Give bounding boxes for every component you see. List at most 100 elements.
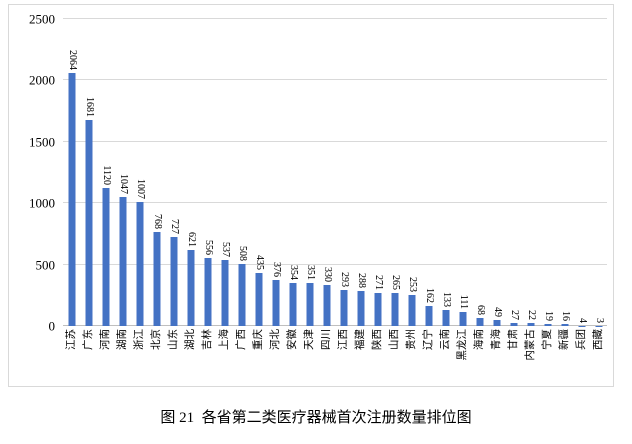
x-label-cell: 云南: [437, 326, 454, 388]
bar: [204, 257, 211, 326]
bar-value-label: 727: [168, 218, 180, 234]
bar: [136, 202, 143, 326]
bar-value-label: 354: [287, 264, 299, 280]
bar: [442, 309, 449, 326]
x-axis-label: 四川: [320, 329, 332, 350]
x-axis-label: 重庆: [252, 329, 264, 350]
bar-value-label: 351: [304, 264, 316, 280]
x-label-cell: 黑龙江: [454, 326, 471, 388]
gridline-2000: [63, 79, 607, 81]
bar-value-label: 22: [525, 310, 537, 321]
bar-column: 435: [250, 19, 267, 326]
x-axis-label: 内蒙古: [524, 329, 536, 361]
x-axis-label: 北京: [150, 329, 162, 350]
bar: [374, 292, 381, 326]
x-label-cell: 新疆: [556, 326, 573, 388]
gridline-500: [63, 263, 607, 265]
x-label-cell: 江西: [335, 326, 352, 388]
bar-column: 111: [454, 19, 471, 326]
bar: [85, 119, 92, 326]
bar: [170, 236, 177, 326]
bar-column: 727: [165, 19, 182, 326]
x-axis-label: 兵团: [575, 329, 587, 350]
y-tick-label: 2500: [29, 11, 55, 27]
x-label-cell: 西藏: [590, 326, 607, 388]
x-axis-label: 广西: [235, 329, 247, 350]
x-label-cell: 陕西: [369, 326, 386, 388]
x-label-cell: 天津: [301, 326, 318, 388]
bar-value-label: 1047: [117, 174, 129, 195]
bar: [306, 282, 313, 326]
bar: [391, 293, 398, 326]
x-axis-label: 天津: [303, 329, 315, 350]
x-axis-labels: 江苏 广东 河南 湖南 浙江 北京 山东 湖北 吉林 上海 广西 重庆 河北 安徽 天津 四川 江西 福建 陕西 山西…: [63, 326, 607, 388]
x-label-cell: 兵团: [573, 326, 590, 388]
bar-column: 27: [505, 19, 522, 326]
bar: [408, 294, 415, 326]
bar-column: 1047: [114, 19, 131, 326]
x-axis-label: 宁夏: [541, 329, 553, 350]
bar-value-label: 49: [491, 306, 503, 317]
x-axis-label: 上海: [218, 329, 230, 350]
bar-column: 508: [233, 19, 250, 326]
bar: [68, 72, 75, 326]
bar-value-label: 556: [202, 239, 214, 255]
bar-column: 330: [318, 19, 335, 326]
bar-value-label: 16: [559, 311, 571, 322]
y-tick-label: 1500: [29, 134, 55, 150]
x-label-cell: 安徽: [284, 326, 301, 388]
bar-column: 133: [437, 19, 454, 326]
x-label-cell: 河南: [97, 326, 114, 388]
bar: [476, 317, 483, 326]
x-label-cell: 宁夏: [539, 326, 556, 388]
bar-column: 271: [369, 19, 386, 326]
x-label-cell: 甘肃: [505, 326, 522, 388]
bar: [425, 306, 432, 326]
x-label-cell: 江苏: [63, 326, 80, 388]
x-label-cell: 吉林: [199, 326, 216, 388]
bar-column: 16: [556, 19, 573, 326]
x-label-cell: 山西: [386, 326, 403, 388]
bar-value-label: 253: [406, 276, 418, 292]
x-label-cell: 北京: [148, 326, 165, 388]
x-axis-label: 山西: [388, 329, 400, 350]
x-label-cell: 广西: [233, 326, 250, 388]
bar: [459, 312, 466, 326]
bar-column: 768: [148, 19, 165, 326]
x-axis-label: 河南: [99, 329, 111, 350]
bar-value-label: 4: [576, 317, 588, 323]
bar-column: 537: [216, 19, 233, 326]
x-label-cell: 山东: [165, 326, 182, 388]
x-axis-label: 青海: [490, 329, 502, 350]
bar: [493, 319, 500, 326]
x-label-cell: 湖南: [114, 326, 131, 388]
bar-column: 253: [403, 19, 420, 326]
bar-column: 1007: [131, 19, 148, 326]
gridline-1000: [63, 202, 607, 204]
x-label-cell: 上海: [216, 326, 233, 388]
figure-caption: 图 21 各省第二类医疗器械首次注册数量排位图: [160, 410, 472, 426]
bar: [544, 323, 551, 326]
x-axis-label: 福建: [354, 329, 366, 350]
bar-value-label: 2064: [66, 49, 78, 70]
x-axis-label: 贵州: [405, 329, 417, 350]
bar-value-label: 768: [151, 213, 163, 229]
bar: [510, 322, 517, 326]
x-label-cell: 四川: [318, 326, 335, 388]
bar-value-label: 376: [270, 261, 282, 277]
bar-column: 4: [573, 19, 590, 326]
bar-column: 556: [199, 19, 216, 326]
bar-value-label: 621: [185, 231, 197, 247]
y-tick-label: 1000: [29, 195, 55, 211]
bar-columns: 2064 1681 1120 1047 1007 768 727 621 556 537 508 43…: [63, 19, 607, 326]
x-label-cell: 辽宁: [420, 326, 437, 388]
x-axis-label: 陕西: [371, 329, 383, 350]
gridline-0: [63, 325, 607, 326]
x-label-cell: 湖北: [182, 326, 199, 388]
x-label-cell: 青海: [488, 326, 505, 388]
x-axis-label: 海南: [473, 329, 485, 350]
bar: [527, 323, 534, 326]
bar-value-label: 330: [321, 267, 333, 283]
bar: [357, 290, 364, 326]
bar: [255, 272, 262, 326]
